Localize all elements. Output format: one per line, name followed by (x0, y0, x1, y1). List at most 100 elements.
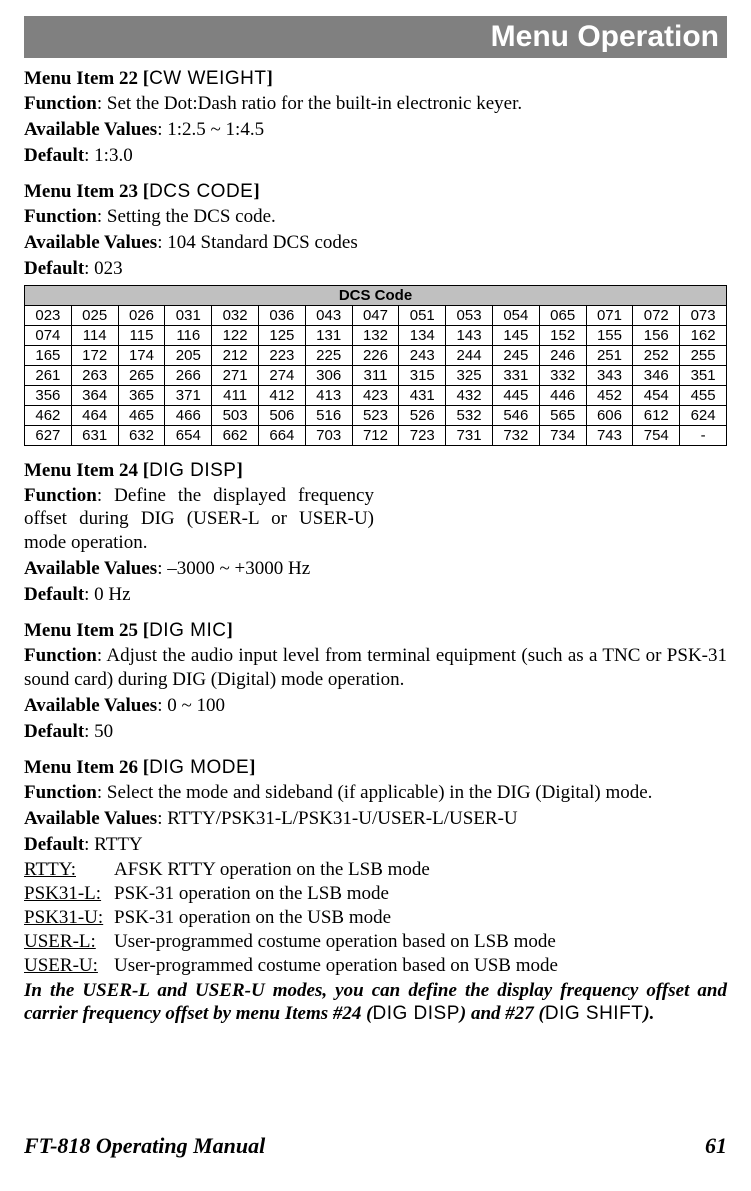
mode-desc: User-programmed costume operation based … (114, 955, 727, 977)
menu-item-24: Menu Item 24 [DIG DISP] Function: Define… (24, 460, 727, 607)
table-cell: 252 (633, 345, 680, 365)
table-cell: 212 (212, 345, 259, 365)
table-cell: 026 (118, 305, 165, 325)
function-text: : Select the mode and sideband (if appli… (97, 782, 653, 803)
item-title: Menu Item 24 [DIG DISP] (24, 460, 727, 482)
table-row: 0230250260310320360430470510530540650710… (25, 305, 727, 325)
table-cell: 654 (165, 425, 212, 445)
note: In the USER-L and USER-U modes, you can … (24, 979, 727, 1027)
mode-line: USER-U:User-programmed costume operation… (24, 955, 727, 977)
table-cell: 245 (492, 345, 539, 365)
table-cell: 172 (71, 345, 118, 365)
table-cell: 114 (71, 325, 118, 345)
table-cell: 174 (118, 345, 165, 365)
title-code: DIG MIC (149, 620, 226, 641)
table-cell: 664 (258, 425, 305, 445)
table-cell: 226 (352, 345, 399, 365)
table-cell: 723 (399, 425, 446, 445)
table-cell: 452 (586, 385, 633, 405)
mode-line: PSK31-U:PSK-31 operation on the USB mode (24, 907, 727, 929)
mode-line: RTTY:AFSK RTTY operation on the LSB mode (24, 859, 727, 881)
table-row: 2612632652662712743063113153253313323433… (25, 365, 727, 385)
avail-label: Available Values (24, 232, 157, 253)
function-text: : Setting the DCS code. (97, 206, 276, 227)
table-cell: 412 (258, 385, 305, 405)
dcs-code-table: DCS Code 0230250260310320360430470510530… (24, 285, 727, 446)
table-cell: 503 (212, 405, 259, 425)
table-cell: 462 (25, 405, 72, 425)
mode-label: RTTY: (24, 859, 114, 881)
table-cell: 346 (633, 365, 680, 385)
item-title: Menu Item 25 [DIG MIC] (24, 620, 727, 642)
table-cell: 023 (25, 305, 72, 325)
function-label: Function (24, 206, 97, 227)
table-cell: 306 (305, 365, 352, 385)
table-cell: 156 (633, 325, 680, 345)
table-cell: 074 (25, 325, 72, 345)
table-cell: 225 (305, 345, 352, 365)
default-line: Default: 023 (24, 257, 727, 281)
avail-label: Available Values (24, 558, 157, 579)
mode-label: PSK31-U: (24, 907, 114, 929)
title-code: DIG DISP (149, 460, 236, 481)
function-label: Function (24, 485, 97, 506)
table-cell: 134 (399, 325, 446, 345)
mode-desc: PSK-31 operation on the USB mode (114, 907, 727, 929)
menu-item-23: Menu Item 23 [DCS CODE] Function: Settin… (24, 181, 727, 445)
function-line: Function: Define the displayed frequency… (24, 484, 374, 555)
menu-item-22: Menu Item 22 [CW WEIGHT] Function: Set t… (24, 68, 727, 167)
function-label: Function (24, 782, 97, 803)
table-cell: 627 (25, 425, 72, 445)
avail-line: Available Values: RTTY/PSK31-L/PSK31-U/U… (24, 807, 727, 831)
default-text: : 1:3.0 (84, 145, 133, 166)
table-cell: 271 (212, 365, 259, 385)
default-text: : 0 Hz (84, 584, 130, 605)
default-line: Default: RTTY (24, 833, 727, 857)
table-cell: 606 (586, 405, 633, 425)
title-suffix: ] (249, 757, 255, 778)
item-title: Menu Item 22 [CW WEIGHT] (24, 68, 727, 90)
table-cell: 754 (633, 425, 680, 445)
avail-line: Available Values: 1:2.5 ~ 1:4.5 (24, 118, 727, 142)
table-cell: 446 (539, 385, 586, 405)
table-cell: 413 (305, 385, 352, 405)
table-cell: 043 (305, 305, 352, 325)
table-cell: 255 (680, 345, 727, 365)
function-line: Function: Setting the DCS code. (24, 205, 727, 229)
footer-left: FT-818 Operating Manual (24, 1133, 265, 1159)
title-prefix: Menu Item 25 [ (24, 620, 149, 641)
table-cell: 332 (539, 365, 586, 385)
table-cell: 051 (399, 305, 446, 325)
table-cell: 115 (118, 325, 165, 345)
mode-label: PSK31-L: (24, 883, 114, 905)
table-row: 1651721742052122232252262432442452462512… (25, 345, 727, 365)
table-cell: 071 (586, 305, 633, 325)
menu-item-25: Menu Item 25 [DIG MIC] Function: Adjust … (24, 620, 727, 743)
table-cell: 036 (258, 305, 305, 325)
table-cell: 125 (258, 325, 305, 345)
avail-label: Available Values (24, 119, 157, 140)
table-cell: 054 (492, 305, 539, 325)
avail-label: Available Values (24, 808, 157, 829)
default-text: : RTTY (84, 834, 143, 855)
table-cell: 356 (25, 385, 72, 405)
avail-label: Available Values (24, 695, 157, 716)
table-cell: 162 (680, 325, 727, 345)
mode-desc: AFSK RTTY operation on the LSB mode (114, 859, 727, 881)
footer-right: 61 (705, 1133, 727, 1159)
table-cell: 251 (586, 345, 633, 365)
table-cell: 464 (71, 405, 118, 425)
table-cell: 315 (399, 365, 446, 385)
table-cell: 632 (118, 425, 165, 445)
default-label: Default (24, 145, 84, 166)
avail-line: Available Values: 104 Standard DCS codes (24, 231, 727, 255)
mode-label: USER-U: (24, 955, 114, 977)
table-cell: 265 (118, 365, 165, 385)
default-label: Default (24, 834, 84, 855)
table-cell: 546 (492, 405, 539, 425)
mode-desc: PSK-31 operation on the LSB mode (114, 883, 727, 905)
table-row: 0741141151161221251311321341431451521551… (25, 325, 727, 345)
avail-text: : 1:2.5 ~ 1:4.5 (157, 119, 264, 140)
table-cell: 532 (446, 405, 493, 425)
table-cell: 073 (680, 305, 727, 325)
